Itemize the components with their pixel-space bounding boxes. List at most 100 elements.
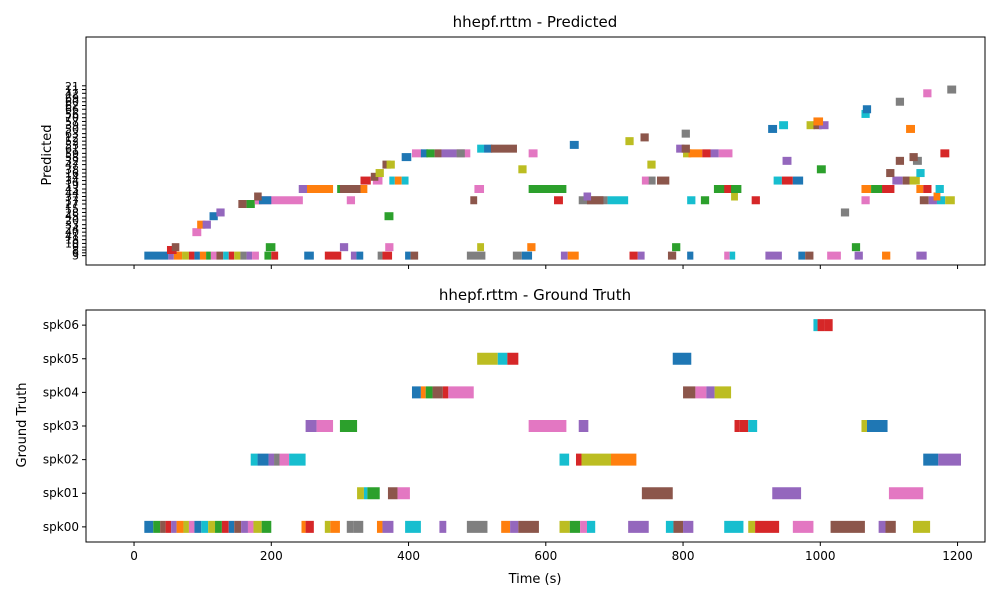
predicted-ytick-label: 43 — [65, 183, 79, 196]
ground-truth-segment — [305, 520, 314, 533]
ground-truth-ytick-label: spk05 — [43, 352, 79, 366]
predicted-ytick-label: 20 — [65, 214, 79, 227]
ground-truth-segment — [165, 520, 172, 533]
predicted-panel: hhepf.rttm - Predicted Predicted 3689101… — [40, 13, 986, 269]
ground-truth-segment — [234, 520, 242, 533]
ground-truth-xtick-label: 200 — [260, 549, 283, 563]
predicted-segment — [569, 140, 579, 149]
predicted-ylabel: Predicted — [40, 124, 55, 185]
ground-truth-segment — [580, 520, 587, 533]
ground-truth-segment — [357, 487, 364, 500]
predicted-segment — [805, 251, 814, 260]
predicted-segment — [936, 196, 946, 205]
predicted-ytick-label: 52 — [65, 135, 79, 148]
ground-truth-xtick-label: 600 — [534, 549, 557, 563]
predicted-segment — [434, 149, 442, 158]
predicted-ytick-label: 19 — [65, 178, 79, 191]
predicted-segment — [240, 251, 247, 260]
predicted-ytick-label: 60 — [65, 96, 79, 109]
ground-truth-ytick-label: spk00 — [43, 520, 79, 534]
ground-truth-segment — [813, 319, 818, 332]
ground-truth-segment — [569, 520, 581, 533]
ground-truth-segment — [497, 352, 508, 365]
predicted-segment — [647, 160, 656, 169]
ground-truth-segment — [477, 352, 498, 365]
predicted-segment — [466, 251, 486, 260]
ground-truth-segment — [324, 520, 331, 533]
ground-truth-segment — [289, 453, 306, 466]
predicted-segment — [528, 149, 538, 158]
predicted-segment — [197, 220, 206, 229]
predicted-segment — [667, 251, 677, 260]
predicted-segment — [370, 172, 379, 181]
ground-truth-segment — [194, 520, 202, 533]
predicted-segment — [933, 192, 941, 201]
predicted-segment — [773, 176, 782, 185]
ground-truth-xtick-label: 800 — [672, 549, 695, 563]
predicted-segment — [906, 124, 915, 133]
predicted-segment — [512, 251, 522, 260]
ground-truth-ytick-label: spk06 — [43, 318, 79, 332]
ground-truth-title: hhepf.rttm - Ground Truth — [439, 286, 631, 304]
predicted-ytick-label: 53 — [65, 139, 79, 152]
predicted-segment — [456, 149, 465, 158]
ground-truth-segment — [830, 520, 865, 533]
predicted-segment — [382, 251, 393, 260]
ground-truth-segment — [439, 520, 447, 533]
ground-truth-segments — [144, 319, 961, 533]
ground-truth-segment — [215, 520, 222, 533]
predicted-ytick-label: 66 — [65, 103, 79, 116]
predicted-ytick-label: 17 — [65, 194, 79, 207]
ground-truth-segment — [888, 487, 924, 500]
predicted-ytick-label: 70 — [65, 112, 79, 125]
predicted-segment — [360, 176, 371, 185]
ground-truth-segment — [176, 520, 184, 533]
ground-truth-segment — [578, 420, 589, 432]
ground-truth-segment — [160, 520, 166, 533]
predicted-segment — [916, 185, 924, 193]
ground-truth-segment — [171, 520, 177, 533]
predicted-segment — [806, 121, 815, 130]
predicted-segment — [700, 196, 710, 205]
ground-truth-segment — [734, 420, 740, 432]
ground-truth-segment — [706, 386, 715, 399]
predicted-segment — [258, 196, 272, 205]
predicted-segment — [234, 251, 241, 260]
predicted-segment — [386, 160, 395, 169]
predicted-segment — [246, 251, 253, 260]
ground-truth-segment — [748, 420, 758, 432]
ground-truth-segment — [274, 453, 280, 466]
ground-truth-segment — [442, 386, 449, 399]
ground-truth-segment — [923, 453, 939, 466]
ground-truth-segment — [301, 520, 306, 533]
ground-truth-segment — [363, 487, 368, 500]
predicted-segment — [862, 105, 872, 114]
predicted-segment — [861, 196, 870, 205]
predicted-ytick-label: 45 — [65, 210, 79, 223]
predicted-segment — [641, 176, 649, 185]
predicted-segment — [676, 144, 685, 153]
predicted-ytick-label: 44 — [65, 187, 79, 200]
ground-truth-segment — [559, 453, 570, 466]
predicted-segment — [375, 169, 384, 178]
predicted-segment — [477, 144, 485, 153]
predicted-segment — [607, 196, 629, 205]
ground-truth-segment — [353, 520, 364, 533]
ground-truth-segment — [628, 520, 649, 533]
predicted-segment — [687, 251, 694, 260]
ground-truth-segment — [518, 520, 539, 533]
predicted-segments — [144, 85, 957, 260]
predicted-segment — [490, 144, 517, 153]
ground-truth-segment — [247, 520, 254, 533]
predicted-segment — [681, 144, 690, 153]
predicted-segment — [254, 192, 262, 201]
predicted-ytick-label: 40 — [65, 226, 79, 239]
predicted-segment — [779, 121, 789, 130]
predicted-ytick-label: 39 — [65, 119, 79, 132]
ground-truth-segment — [748, 520, 756, 533]
ground-truth-segment — [221, 520, 229, 533]
predicted-segment — [909, 176, 920, 185]
predicted-segment — [886, 169, 895, 178]
predicted-segment — [377, 251, 383, 260]
ground-truth-segment — [672, 352, 692, 365]
